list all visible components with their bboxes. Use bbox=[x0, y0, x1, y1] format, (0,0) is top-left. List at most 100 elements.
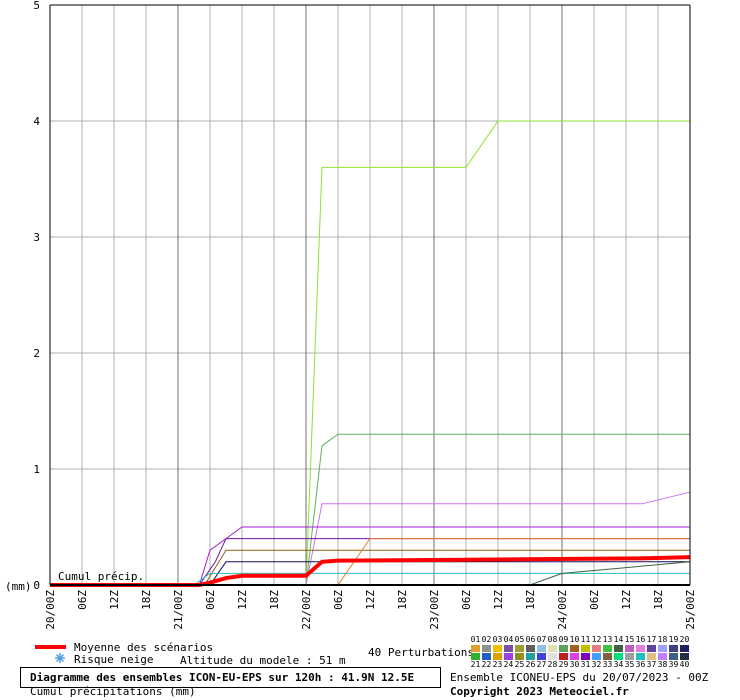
palette-swatch bbox=[636, 653, 645, 660]
grid bbox=[49, 4, 691, 586]
palette-number: 04 bbox=[504, 635, 514, 644]
palette-swatch bbox=[570, 653, 579, 660]
y-tick-label: 2 bbox=[33, 347, 40, 360]
y-unit: (mm) bbox=[5, 580, 32, 593]
palette-number: 01 bbox=[471, 635, 481, 644]
palette-number: 30 bbox=[570, 660, 580, 669]
palette-swatch bbox=[581, 653, 590, 660]
x-tick-label: 21/00Z bbox=[172, 590, 185, 630]
palette-number: 12 bbox=[592, 635, 602, 644]
footer-box bbox=[20, 667, 441, 688]
palette-swatch bbox=[647, 645, 656, 652]
palette-swatch bbox=[669, 653, 678, 660]
palette-number: 19 bbox=[669, 635, 679, 644]
perturbations: 40 Perturbations bbox=[368, 646, 474, 659]
palette-swatch bbox=[669, 645, 678, 652]
x-tick-label: 20/00Z bbox=[44, 590, 57, 630]
footer-run: Ensemble ICONEU-EPS du 20/07/2023 - 00Z bbox=[450, 671, 709, 684]
palette-swatch bbox=[570, 645, 579, 652]
legend-snow: Risque neige bbox=[74, 653, 153, 666]
palette-number: 25 bbox=[515, 660, 525, 669]
palette-swatch bbox=[548, 645, 557, 652]
palette-swatch bbox=[592, 653, 601, 660]
y-tick-label: 3 bbox=[33, 231, 40, 244]
palette-number: 17 bbox=[647, 635, 657, 644]
y-tick-label: 5 bbox=[33, 0, 40, 12]
palette-number: 40 bbox=[680, 660, 690, 669]
x-tick-label: 06Z bbox=[332, 590, 345, 610]
palette-swatch bbox=[537, 653, 546, 660]
palette-number: 35 bbox=[625, 660, 635, 669]
palette-swatch bbox=[471, 653, 480, 660]
x-tick-label: 23/00Z bbox=[428, 590, 441, 630]
palette-swatch bbox=[537, 645, 546, 652]
palette-number: 08 bbox=[548, 635, 558, 644]
palette-swatch bbox=[603, 653, 612, 660]
palette-swatch bbox=[559, 653, 568, 660]
palette-swatch bbox=[526, 645, 535, 652]
x-tick-label: 06Z bbox=[76, 590, 89, 610]
palette-number: 09 bbox=[559, 635, 569, 644]
palette-number: 22 bbox=[482, 660, 492, 669]
palette-swatch bbox=[482, 653, 491, 660]
palette-number: 37 bbox=[647, 660, 657, 669]
series-line bbox=[50, 555, 691, 587]
x-tick-label: 06Z bbox=[460, 590, 473, 610]
palette-swatch bbox=[471, 645, 480, 652]
legend-mean: Moyenne des scénarios bbox=[74, 641, 213, 654]
x-tick-label: 18Z bbox=[140, 590, 153, 610]
palette-swatch bbox=[515, 653, 524, 660]
axes: 0 1 2 3 4 5 20/00Z 06Z 12Z 18Z 21/00Z 06Z 12Z 18Z 22/0… bbox=[33, 0, 697, 630]
palette-number: 28 bbox=[548, 660, 558, 669]
palette-swatch bbox=[548, 653, 557, 660]
x-tick-label: 18Z bbox=[268, 590, 281, 610]
y-tick-label: 1 bbox=[33, 463, 40, 476]
palette-number: 29 bbox=[559, 660, 569, 669]
palette-number: 26 bbox=[526, 660, 536, 669]
x-tick-label: 12Z bbox=[364, 590, 377, 610]
palette-swatch bbox=[603, 645, 612, 652]
palette-swatch bbox=[614, 653, 623, 660]
palette-swatch bbox=[581, 645, 590, 652]
palette-swatch bbox=[482, 645, 491, 652]
palette-number: 11 bbox=[581, 635, 591, 644]
palette-swatch bbox=[493, 653, 502, 660]
x-tick-label: 22/00Z bbox=[300, 590, 313, 630]
palette-swatch bbox=[592, 645, 601, 652]
x-tick-label: 12Z bbox=[492, 590, 505, 610]
x-tick-label: 25/00Z bbox=[684, 590, 697, 630]
snow-icon bbox=[55, 653, 65, 663]
palette-number: 33 bbox=[603, 660, 613, 669]
palette: 01 02 03 04 05 06 07 08 09 10 11 12 13 14 15 16 17 18 19 20… bbox=[471, 635, 690, 669]
palette-swatch bbox=[526, 653, 535, 660]
annotation: Cumul précip. bbox=[58, 570, 144, 583]
x-tick-label: 18Z bbox=[652, 590, 665, 610]
palette-swatch bbox=[614, 645, 623, 652]
x-tick-label: 06Z bbox=[204, 590, 217, 610]
palette-swatch bbox=[647, 653, 656, 660]
footer-title: Diagramme des ensembles ICON-EU-EPS sur … bbox=[30, 671, 414, 684]
palette-number: 03 bbox=[493, 635, 503, 644]
palette-number: 24 bbox=[504, 660, 514, 669]
altitude: Altitude du modele : 51 m bbox=[180, 654, 346, 667]
palette-number: 16 bbox=[636, 635, 646, 644]
palette-swatch bbox=[680, 645, 689, 652]
palette-number: 39 bbox=[669, 660, 679, 669]
x-tick-label: 18Z bbox=[396, 590, 409, 610]
palette-number: 06 bbox=[526, 635, 536, 644]
y-tick-label: 0 bbox=[33, 579, 40, 592]
x-tick-label: 12Z bbox=[236, 590, 249, 610]
x-tick-label: 24/00Z bbox=[556, 590, 569, 630]
palette-number: 10 bbox=[570, 635, 580, 644]
palette-number: 15 bbox=[625, 635, 635, 644]
footer-subtitle: Cumul précipitations (mm) bbox=[30, 685, 196, 698]
palette-swatch bbox=[504, 645, 513, 652]
palette-number: 32 bbox=[592, 660, 602, 669]
palette-swatch bbox=[493, 645, 502, 652]
x-tick-label: 12Z bbox=[620, 590, 633, 610]
palette-number: 34 bbox=[614, 660, 624, 669]
palette-swatch bbox=[515, 645, 524, 652]
palette-swatch bbox=[658, 645, 667, 652]
